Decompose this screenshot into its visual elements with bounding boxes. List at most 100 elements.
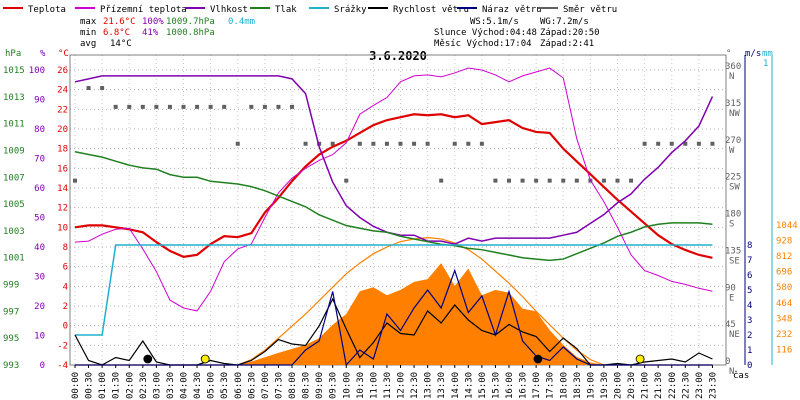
dir-tick-label: NE — [729, 330, 740, 340]
pct-tick-label: 20 — [34, 302, 45, 312]
dir-tick-label: N — [729, 367, 734, 377]
pct-tick-label: 100 — [29, 66, 45, 76]
deg-tick-label: 0 — [725, 357, 730, 367]
wind-dir-point — [425, 141, 430, 146]
stats-max-hum: 100% — [142, 17, 164, 27]
legend-label: Náraz větru — [482, 5, 542, 15]
x-tick-label: 12:00 — [397, 372, 407, 399]
x-tick-label: 13:30 — [437, 372, 447, 399]
x-tick-label: 21:00 — [641, 372, 651, 399]
wind-dir-point — [398, 141, 403, 146]
wind-gust-info: WG:7.2m/s — [540, 17, 589, 27]
legend-label: Srážky — [334, 5, 367, 15]
x-tick-label: 16:00 — [505, 372, 515, 399]
wind-dir-point — [534, 178, 539, 183]
wind-dir-point — [276, 104, 281, 109]
wind-dir-point — [167, 104, 172, 109]
x-tick-label: 15:30 — [491, 372, 501, 399]
x-tick-label: 06:30 — [247, 372, 257, 399]
wind-dir-point — [181, 104, 186, 109]
dir-tick-label: N — [729, 72, 734, 82]
x-tick-label: 03:30 — [166, 372, 176, 399]
legend-label: Teplota — [28, 5, 66, 15]
temp-tick-label: 20 — [57, 125, 68, 135]
deg-axis-label: ° — [726, 49, 731, 59]
temp-tick-label: 8 — [63, 243, 68, 253]
stats-rain: 0.4mm — [228, 17, 255, 27]
deg-tick-label: 90 — [725, 283, 736, 293]
deg-tick-label: 315 — [725, 99, 741, 109]
wind-dir-point — [290, 104, 294, 109]
hpa-tick-label: 999 — [3, 281, 19, 291]
moonset-marker — [143, 354, 153, 364]
x-tick-label: 23:00 — [695, 372, 705, 399]
wm2-tick-label: 928 — [776, 237, 792, 247]
moonset-info: Západ:2:41 — [540, 39, 594, 49]
wind-dir-point — [629, 178, 634, 183]
x-tick-label: 23:30 — [708, 372, 718, 399]
x-tick-label: 22:30 — [681, 372, 691, 399]
x-tick-label: 14:30 — [464, 372, 474, 399]
stats-max-press: 1009.7hPa — [166, 17, 215, 27]
pct-tick-label: 30 — [34, 273, 45, 283]
temp-tick-label: 2 — [63, 302, 68, 312]
series-solar-area — [75, 263, 713, 365]
x-tick-label: 19:30 — [600, 372, 610, 399]
x-tick-label: 17:30 — [546, 372, 556, 399]
wm2-tick-label: 580 — [776, 283, 792, 293]
temp-tick-label: 0 — [63, 322, 68, 332]
moonrise-marker — [533, 354, 543, 364]
stats-avg-label: avg — [80, 39, 96, 49]
ms-tick-label: 3 — [747, 316, 752, 326]
pct-tick-label: 60 — [34, 184, 45, 194]
hpa-tick-label: 1015 — [3, 66, 25, 76]
wind-dir-point — [222, 104, 227, 109]
deg-tick-label: 135 — [725, 246, 741, 256]
deg-tick-label: 270 — [725, 136, 741, 146]
wind-dir-point — [73, 178, 77, 183]
x-tick-label: 18:00 — [559, 372, 569, 399]
wind-dir-point — [330, 141, 335, 146]
mm-axis-label: mm — [762, 49, 773, 59]
x-tick-label: 04:00 — [180, 372, 190, 399]
legend-label: Vlhkost — [210, 5, 248, 15]
x-tick-label: 08:30 — [302, 372, 312, 399]
hpa-tick-label: 1007 — [3, 173, 25, 183]
wind-dir-point — [642, 141, 647, 146]
mm-top-label: 1 — [763, 59, 768, 69]
x-tick-label: 18:30 — [573, 372, 583, 399]
dir-tick-label: E — [729, 293, 734, 303]
stats-max-label: max — [80, 17, 97, 27]
x-tick-label: 01:30 — [112, 372, 122, 399]
x-axis-label: čas — [733, 370, 749, 381]
x-tick-label: 00:00 — [71, 372, 81, 399]
x-tick-label: 03:00 — [152, 372, 162, 399]
x-tick-label: 19:00 — [586, 372, 596, 399]
wind-dir-point — [86, 86, 91, 91]
x-tick-label: 02:30 — [139, 372, 149, 399]
wind-dir-point — [479, 141, 484, 146]
wind-dir-point — [601, 178, 606, 183]
wind-dir-point — [113, 104, 118, 109]
stats-min-press: 1000.8hPa — [166, 28, 215, 38]
pct-tick-label: 0 — [40, 361, 45, 371]
x-tick-label: 10:00 — [342, 372, 352, 399]
x-tick-label: 02:00 — [125, 372, 135, 399]
temp-tick-label: 22 — [57, 105, 68, 115]
pct-tick-label: 70 — [34, 155, 45, 165]
hpa-tick-label: 1003 — [3, 227, 25, 237]
wind-dir-point — [696, 141, 701, 146]
temp-tick-label: 4 — [63, 282, 68, 292]
x-tick-label: 20:00 — [614, 372, 624, 399]
temp-tick-label: -4 — [57, 361, 68, 371]
pct-tick-label: 40 — [34, 243, 45, 253]
wind-dir-point — [262, 104, 267, 109]
hpa-tick-label: 1011 — [3, 120, 25, 130]
temp-tick-label: 14 — [57, 184, 68, 194]
ms-tick-label: 6 — [747, 271, 752, 281]
legend-label: Tlak — [275, 5, 297, 15]
ms-tick-label: 2 — [747, 331, 752, 341]
wind-dir-point — [208, 104, 213, 109]
ms-axis-label: m/s — [745, 49, 761, 59]
wind-dir-point — [249, 104, 254, 109]
